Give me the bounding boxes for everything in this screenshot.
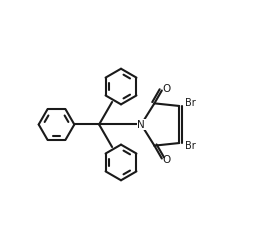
Text: O: O [162,84,170,94]
Text: N: N [137,120,145,129]
Text: O: O [162,155,170,165]
Text: Br: Br [185,141,195,151]
Text: Br: Br [185,98,195,108]
